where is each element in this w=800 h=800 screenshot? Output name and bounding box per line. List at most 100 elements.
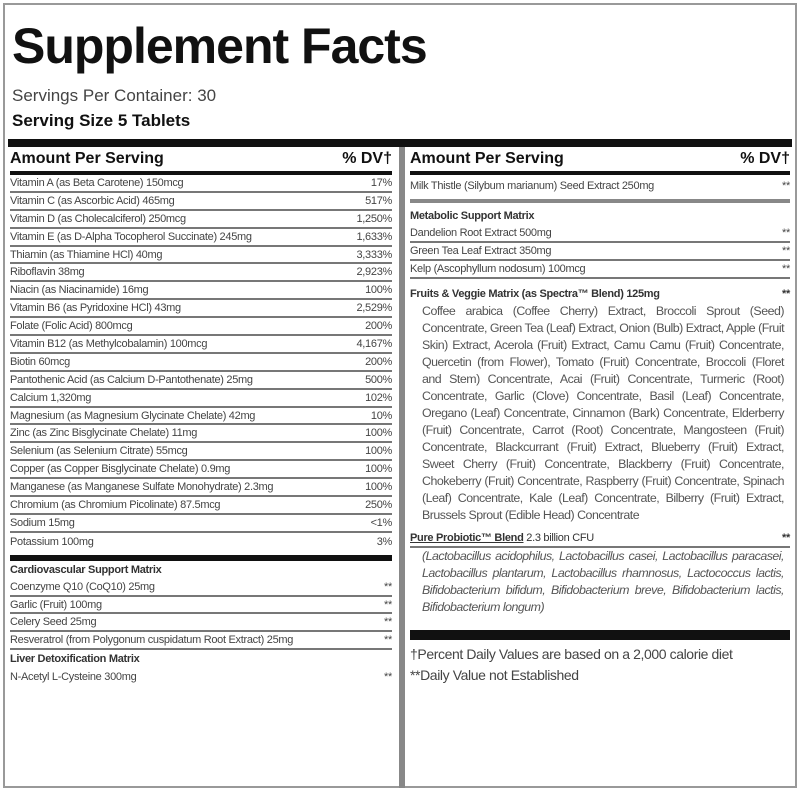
nutrient-row: Green Tea Leaf Extract 350mg ** xyxy=(410,243,790,261)
nutrient-name: Selenium (as Selenium Citrate) 55mcg xyxy=(10,445,188,458)
nutrient-dv: 100% xyxy=(365,445,392,458)
probiotic-strains: (Lactobacillus acidophilus, Lactobacillu… xyxy=(422,548,785,614)
nutrient-name: Milk Thistle (Silybum marianum) Seed Ext… xyxy=(410,180,654,192)
page-title: Supplement Facts xyxy=(12,18,428,74)
section-title: Metabolic Support Matrix xyxy=(410,210,535,222)
dv-header: % DV† xyxy=(740,150,790,167)
nutrient-name: Potassium 100mg xyxy=(10,535,94,548)
nutrient-dv: ** xyxy=(384,671,392,684)
section-divider xyxy=(410,197,790,203)
nutrient-dv: 517% xyxy=(365,194,392,207)
nutrient-dv: 500% xyxy=(365,373,392,386)
nutrient-row: Potassium 100mg 3% xyxy=(10,533,392,551)
nutrient-row: Vitamin E (as D-Alpha Tocopherol Succina… xyxy=(10,229,392,247)
probiotic-dv: ** xyxy=(782,531,790,544)
nutrient-dv: 250% xyxy=(365,498,392,511)
divider-bar xyxy=(8,139,792,147)
nutrient-dv: 200% xyxy=(365,355,392,368)
dv-header: % DV† xyxy=(342,150,392,167)
nutrient-row: Sodium 15mg <1% xyxy=(10,515,392,533)
nutrient-name: Magnesium (as Magnesium Glycinate Chelat… xyxy=(10,409,256,422)
nutrient-name: Celery Seed 25mg xyxy=(10,616,97,629)
amount-header: Amount Per Serving xyxy=(10,150,164,167)
nutrient-name: Niacin (as Niacinamide) 16mg xyxy=(10,284,149,297)
nutrient-dv: ** xyxy=(782,262,790,275)
footnotes: †Percent Daily Values are based on a 2,0… xyxy=(410,644,790,686)
fruits-title-row: Fruits & Veggie Matrix (as Spectra™ Blen… xyxy=(410,285,790,303)
column-divider xyxy=(399,147,405,788)
nutrient-name: Riboflavin 38mg xyxy=(10,266,85,279)
nutrient-dv: 1,250% xyxy=(356,212,392,225)
nutrient-dv: 10% xyxy=(370,409,392,422)
nutrient-row: Calcium 1,320mg 102% xyxy=(10,390,392,408)
nutrient-row: Biotin 60mcg 200% xyxy=(10,354,392,372)
nutrient-row: Vitamin B6 (as Pyridoxine HCl) 43mg 2,529… xyxy=(10,300,392,319)
nutrient-dv: 17% xyxy=(370,176,392,189)
nutrient-row: Riboflavin 38mg 2,923% xyxy=(10,264,392,283)
nutrient-name: N-Acetyl L-Cysteine 300mg xyxy=(10,671,137,684)
nutrient-row: Milk Thistle (Silybum marianum) Seed Ext… xyxy=(410,175,790,197)
nutrient-row: Pantothenic Acid (as Calcium D-Pantothen… xyxy=(10,372,392,390)
nutrient-dv: 100% xyxy=(365,463,392,476)
nutrient-dv: ** xyxy=(384,616,392,629)
nutrient-name: Garlic (Fruit) 100mg xyxy=(10,598,102,611)
nutrient-name: Sodium 15mg xyxy=(10,516,75,529)
nutrient-row: Celery Seed 25mg ** xyxy=(10,614,392,633)
amount-header: Amount Per Serving xyxy=(410,150,564,167)
nutrient-name: Coenzyme Q10 (CoQ10) 25mg xyxy=(10,580,155,593)
nutrient-name: Biotin 60mcg xyxy=(10,355,70,368)
footnote-not-established: **Daily Value not Established xyxy=(410,666,579,683)
nutrient-name: Zinc (as Zinc Bisglycinate Chelate) 11mg xyxy=(10,427,198,440)
fruits-ingredients: Coffee arabica (Coffee Cherry) Extract, … xyxy=(422,303,785,522)
probiotic-title: Pure Probiotic™ Blend 2.3 billion CFU xyxy=(410,532,594,544)
nutrient-row: Copper (as Copper Bisglycinate Chelate) … xyxy=(10,461,392,480)
nutrient-name: Folate (Folic Acid) 800mcg xyxy=(10,320,133,333)
nutrient-dv: <1% xyxy=(370,516,393,529)
nutrient-dv: ** xyxy=(782,180,790,192)
nutrient-row: Vitamin C (as Ascorbic Acid) 465mg 517% xyxy=(10,193,392,211)
nutrient-row: N-Acetyl L-Cysteine 300mg ** xyxy=(10,668,392,686)
nutrient-row: Coenzyme Q10 (CoQ10) 25mg ** xyxy=(10,579,392,597)
section-title: Liver Detoxification Matrix xyxy=(10,653,140,666)
nutrient-name: Vitamin B6 (as Pyridoxine HCl) 43mg xyxy=(10,302,181,315)
nutrient-row: Selenium (as Selenium Citrate) 55mcg 100% xyxy=(10,443,392,462)
column-header: Amount Per Serving % DV† xyxy=(410,147,790,175)
nutrient-row: Manganese (as Manganese Sulfate Monohydr… xyxy=(10,479,392,498)
nutrient-row: Chromium (as Chromium Picolinate) 87.5mc… xyxy=(10,497,392,515)
nutrient-name: Pantothenic Acid (as Calcium D-Pantothen… xyxy=(10,373,253,386)
probiotic-title-row: Pure Probiotic™ Blend 2.3 billion CFU ** xyxy=(410,530,790,548)
nutrient-dv: 4,167% xyxy=(356,337,392,350)
fruits-dv: ** xyxy=(782,287,790,300)
nutrient-dv: 2,529% xyxy=(356,302,392,315)
nutrient-dv: 102% xyxy=(365,391,392,404)
nutrient-dv: ** xyxy=(384,634,392,647)
nutrient-row: Vitamin A (as Beta Carotene) 150mcg 17% xyxy=(10,175,392,193)
probiotic-name: Pure Probiotic™ Blend xyxy=(410,531,524,544)
nutrient-dv: 100% xyxy=(365,427,392,440)
nutrient-name: Vitamin E (as D-Alpha Tocopherol Succina… xyxy=(10,230,252,243)
nutrient-row: Thiamin (as Thiamine HCl) 40mg 3,333% xyxy=(10,247,392,265)
column-header: Amount Per Serving % DV† xyxy=(10,147,392,175)
nutrient-name: Chromium (as Chromium Picolinate) 87.5mc… xyxy=(10,498,221,511)
nutrient-name: Manganese (as Manganese Sulfate Monohydr… xyxy=(10,481,274,494)
nutrient-row: Kelp (Ascophyllum nodosum) 100mcg ** xyxy=(410,261,790,279)
nutrient-dv: ** xyxy=(384,580,392,593)
section-divider xyxy=(10,554,392,561)
left-column: Amount Per Serving % DV† Vitamin A (as B… xyxy=(10,147,392,686)
section-title: Cardiovascular Support Matrix xyxy=(10,563,162,576)
nutrient-row: Dandelion Root Extract 500mg ** xyxy=(410,225,790,243)
nutrient-row: Vitamin B12 (as Methylcobalamin) 100mcg 4… xyxy=(10,336,392,354)
footnote-dv: †Percent Daily Values are based on a 2,0… xyxy=(410,645,733,662)
nutrient-name: Thiamin (as Thiamine HCl) 40mg xyxy=(10,248,163,261)
nutrient-dv: 3,333% xyxy=(356,248,392,261)
nutrient-row: Folate (Folic Acid) 800mcg 200% xyxy=(10,318,392,337)
nutrient-name: Resveratrol (from Polygonum cuspidatum R… xyxy=(10,634,294,647)
servings-per-container: Servings Per Container: 30 xyxy=(12,86,217,105)
nutrient-dv: ** xyxy=(782,244,790,257)
nutrient-dv: 2,923% xyxy=(356,266,392,279)
serving-size: Serving Size 5 Tablets xyxy=(12,111,191,130)
nutrient-name: Vitamin A (as Beta Carotene) 150mcg xyxy=(10,176,184,189)
nutrient-dv: 3% xyxy=(376,535,393,548)
nutrient-name: Copper (as Copper Bisglycinate Chelate) … xyxy=(10,463,231,476)
nutrient-row: Garlic (Fruit) 100mg ** xyxy=(10,597,392,615)
